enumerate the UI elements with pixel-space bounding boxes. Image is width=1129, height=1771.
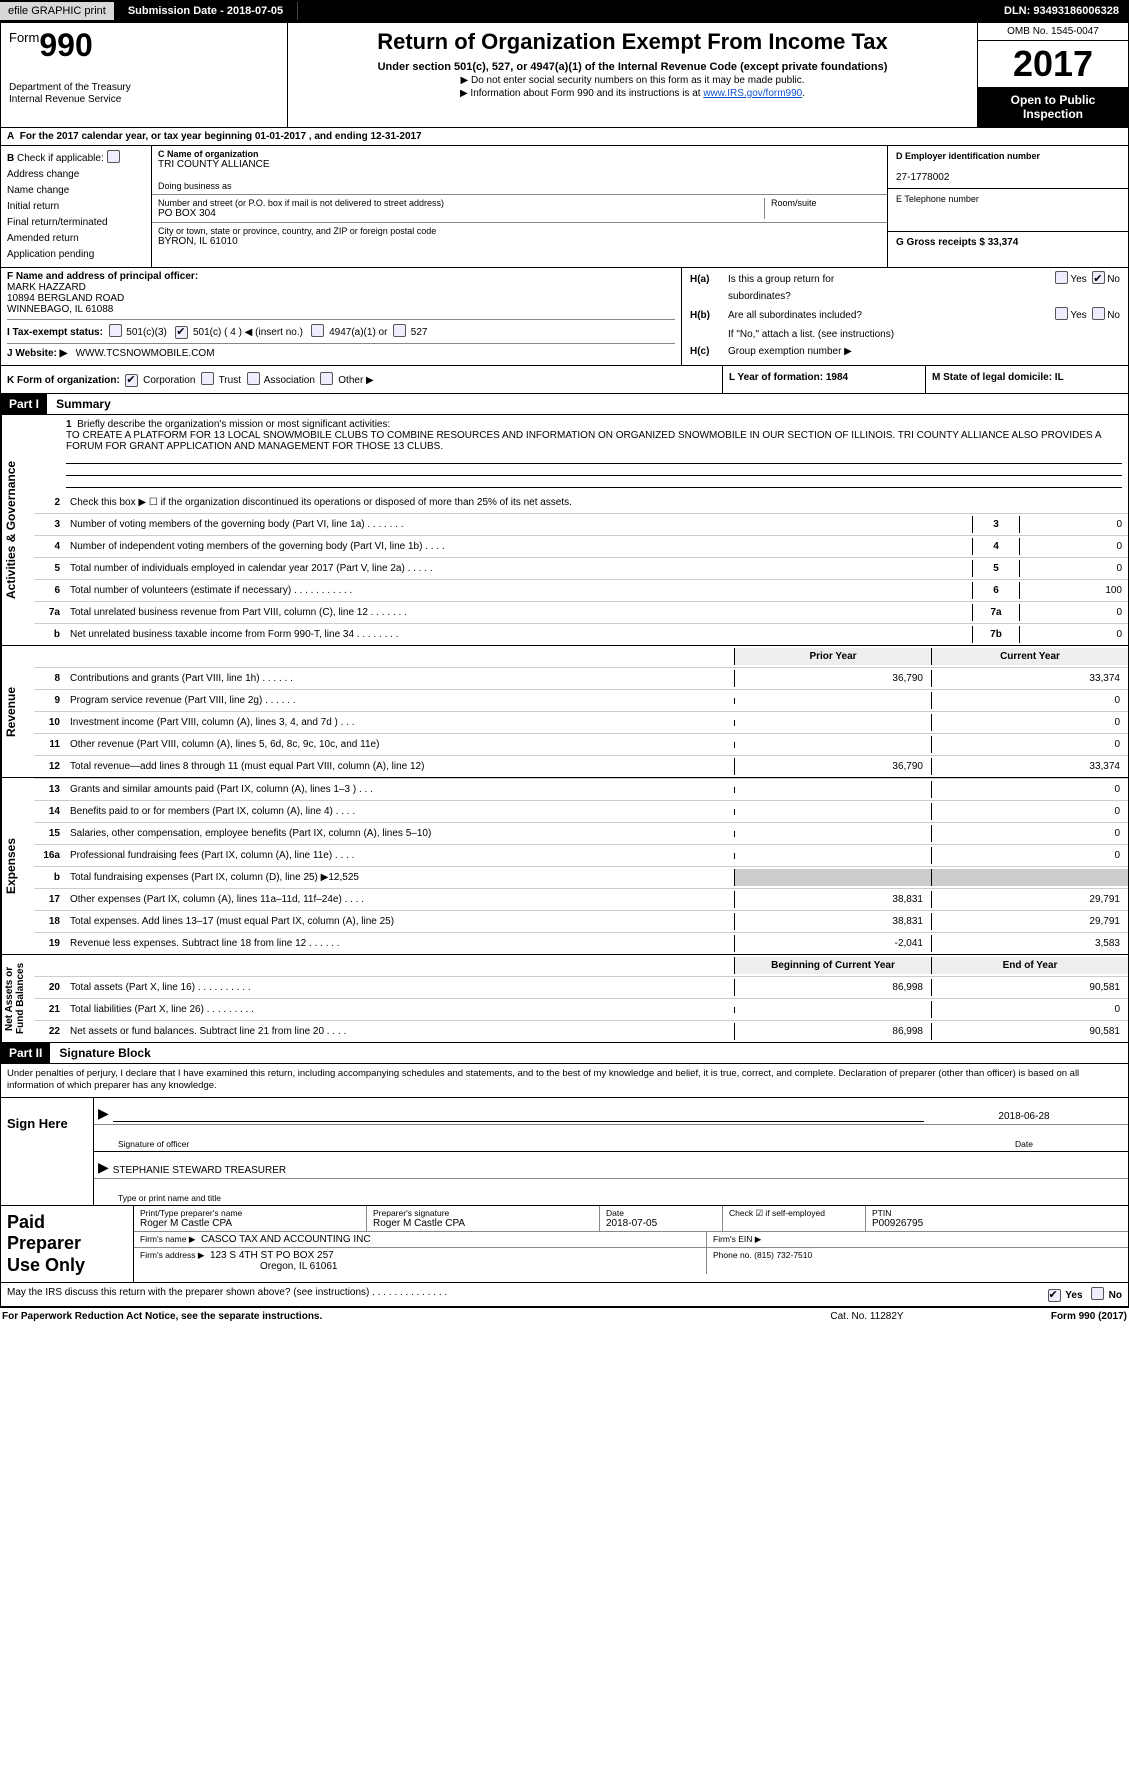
summary-line: 5Total number of individuals employed in… bbox=[34, 557, 1128, 579]
col-c-org: C Name of organization TRI COUNTY ALLIAN… bbox=[152, 146, 888, 267]
org-name: TRI COUNTY ALLIANCE bbox=[158, 159, 881, 170]
prep-date: 2018-07-05 bbox=[606, 1218, 716, 1229]
summary-line: 3Number of voting members of the governi… bbox=[34, 513, 1128, 535]
form-note-1: ▶ Do not enter social security numbers o… bbox=[298, 75, 967, 86]
summary-line: 16aProfessional fundraising fees (Part I… bbox=[34, 844, 1128, 866]
website: WWW.TCSNOWMOBILE.COM bbox=[76, 348, 215, 359]
discuss-yes[interactable] bbox=[1048, 1289, 1061, 1302]
k-assoc[interactable] bbox=[247, 372, 260, 385]
sign-here-label: Sign Here bbox=[1, 1098, 94, 1205]
efile-label: efile GRAPHIC print bbox=[0, 2, 114, 20]
checkbox-527[interactable] bbox=[393, 324, 406, 337]
summary-line: 19Revenue less expenses. Subtract line 1… bbox=[34, 932, 1128, 954]
irs-link[interactable]: www.IRS.gov/form990 bbox=[703, 88, 802, 99]
summary-line: 22Net assets or fund balances. Subtract … bbox=[34, 1020, 1128, 1042]
row-k-form-org: K Form of organization: Corporation Trus… bbox=[1, 366, 723, 393]
discuss-question: May the IRS discuss this return with the… bbox=[7, 1287, 1048, 1302]
col-b-checkboxes: B Check if applicable: Address change Na… bbox=[1, 146, 152, 267]
hb-yes[interactable] bbox=[1055, 307, 1068, 320]
summary-line: 6Total number of volunteers (estimate if… bbox=[34, 579, 1128, 601]
col-de: D Employer identification number 27-1778… bbox=[888, 146, 1128, 267]
k-trust[interactable] bbox=[201, 372, 214, 385]
firm-phone: Phone no. (815) 732-7510 bbox=[713, 1250, 812, 1260]
summary-line: 13Grants and similar amounts paid (Part … bbox=[34, 778, 1128, 800]
summary-line: 2Check this box ▶ ☐ if the organization … bbox=[34, 492, 1128, 513]
ptin: P00926795 bbox=[872, 1218, 1122, 1229]
side-expenses: Expenses bbox=[1, 778, 34, 954]
summary-line: bTotal fundraising expenses (Part IX, co… bbox=[34, 866, 1128, 888]
ein: 27-1778002 bbox=[896, 172, 1120, 183]
side-netassets: Net Assets or Fund Balances bbox=[1, 955, 34, 1042]
side-activities: Activities & Governance bbox=[1, 415, 34, 645]
pra-notice: For Paperwork Reduction Act Notice, see … bbox=[2, 1311, 767, 1322]
summary-line: 10Investment income (Part VIII, column (… bbox=[34, 711, 1128, 733]
form-note-2: ▶ Information about Form 990 and its ins… bbox=[298, 88, 967, 99]
part1-title: Summary bbox=[50, 397, 111, 411]
ha-yes[interactable] bbox=[1055, 271, 1068, 284]
form-footer: Form 990 (2017) bbox=[967, 1311, 1127, 1322]
discuss-no[interactable] bbox=[1091, 1287, 1104, 1300]
summary-line: bNet unrelated business taxable income f… bbox=[34, 623, 1128, 645]
dept-treasury: Department of the Treasury Internal Reve… bbox=[9, 82, 279, 106]
org-city: BYRON, IL 61010 bbox=[158, 236, 881, 247]
row-l-year: L Year of formation: 1984 bbox=[723, 366, 926, 393]
firm-name: CASCO TAX AND ACCOUNTING INC bbox=[201, 1234, 371, 1245]
cat-no: Cat. No. 11282Y bbox=[767, 1311, 967, 1322]
tax-year: 2017 bbox=[978, 41, 1128, 87]
form-subtitle: Under section 501(c), 527, or 4947(a)(1)… bbox=[298, 61, 967, 73]
ha-no[interactable] bbox=[1092, 271, 1105, 284]
omb-number: OMB No. 1545-0047 bbox=[978, 23, 1128, 41]
dln: DLN: 93493186006328 bbox=[994, 2, 1129, 20]
hb-no[interactable] bbox=[1092, 307, 1105, 320]
submission-date: Submission Date - 2018-07-05 bbox=[114, 2, 298, 20]
preparer-name: Roger M Castle CPA bbox=[140, 1218, 360, 1229]
officer-name: MARK HAZZARD bbox=[7, 282, 86, 293]
summary-line: 12Total revenue—add lines 8 through 11 (… bbox=[34, 755, 1128, 777]
summary-line: 17Other expenses (Part IX, column (A), l… bbox=[34, 888, 1128, 910]
summary-line: 7aTotal unrelated business revenue from … bbox=[34, 601, 1128, 623]
sig-date: 2018-06-28 bbox=[998, 1111, 1049, 1122]
k-corp[interactable] bbox=[125, 374, 138, 387]
summary-line: 20Total assets (Part X, line 16) . . . .… bbox=[34, 976, 1128, 998]
firm-addr: 123 S 4TH ST PO BOX 257 bbox=[210, 1250, 334, 1261]
penalties-text: Under penalties of perjury, I declare th… bbox=[1, 1064, 1128, 1098]
org-street: PO BOX 304 bbox=[158, 208, 764, 219]
checkbox[interactable] bbox=[107, 150, 120, 163]
part2-title: Signature Block bbox=[53, 1046, 150, 1060]
form-title: Return of Organization Exempt From Incom… bbox=[298, 29, 967, 55]
summary-line: 4Number of independent voting members of… bbox=[34, 535, 1128, 557]
paid-preparer-label: Paid Preparer Use Only bbox=[1, 1206, 134, 1283]
k-other[interactable] bbox=[320, 372, 333, 385]
summary-line: 21Total liabilities (Part X, line 26) . … bbox=[34, 998, 1128, 1020]
checkbox-4947[interactable] bbox=[311, 324, 324, 337]
form-header: Form990 Department of the Treasury Inter… bbox=[1, 23, 1128, 128]
gross-receipts: G Gross receipts $ 33,374 bbox=[896, 237, 1018, 248]
checkbox-501c3[interactable] bbox=[109, 324, 122, 337]
summary-line: 9Program service revenue (Part VIII, lin… bbox=[34, 689, 1128, 711]
side-revenue: Revenue bbox=[1, 646, 34, 777]
summary-line: 18Total expenses. Add lines 13–17 (must … bbox=[34, 910, 1128, 932]
row-a-period: A For the 2017 calendar year, or tax yea… bbox=[1, 128, 1128, 146]
row-m-state: M State of legal domicile: IL bbox=[926, 366, 1128, 393]
mission-text: TO CREATE A PLATFORM FOR 13 LOCAL SNOWMO… bbox=[66, 430, 1101, 452]
efile-topbar: efile GRAPHIC print Submission Date - 20… bbox=[0, 0, 1129, 22]
officer-name-title: STEPHANIE STEWARD TREASURER bbox=[113, 1165, 1124, 1176]
summary-line: 11Other revenue (Part VIII, column (A), … bbox=[34, 733, 1128, 755]
part2-tag: Part II bbox=[1, 1043, 50, 1063]
checkbox-501c[interactable] bbox=[175, 326, 188, 339]
summary-line: 8Contributions and grants (Part VIII, li… bbox=[34, 667, 1128, 689]
summary-line: 14Benefits paid to or for members (Part … bbox=[34, 800, 1128, 822]
summary-line: 15Salaries, other compensation, employee… bbox=[34, 822, 1128, 844]
open-public: Open to Public Inspection bbox=[978, 87, 1128, 127]
part1-tag: Part I bbox=[1, 394, 47, 414]
form-number: Form990 bbox=[9, 27, 279, 64]
